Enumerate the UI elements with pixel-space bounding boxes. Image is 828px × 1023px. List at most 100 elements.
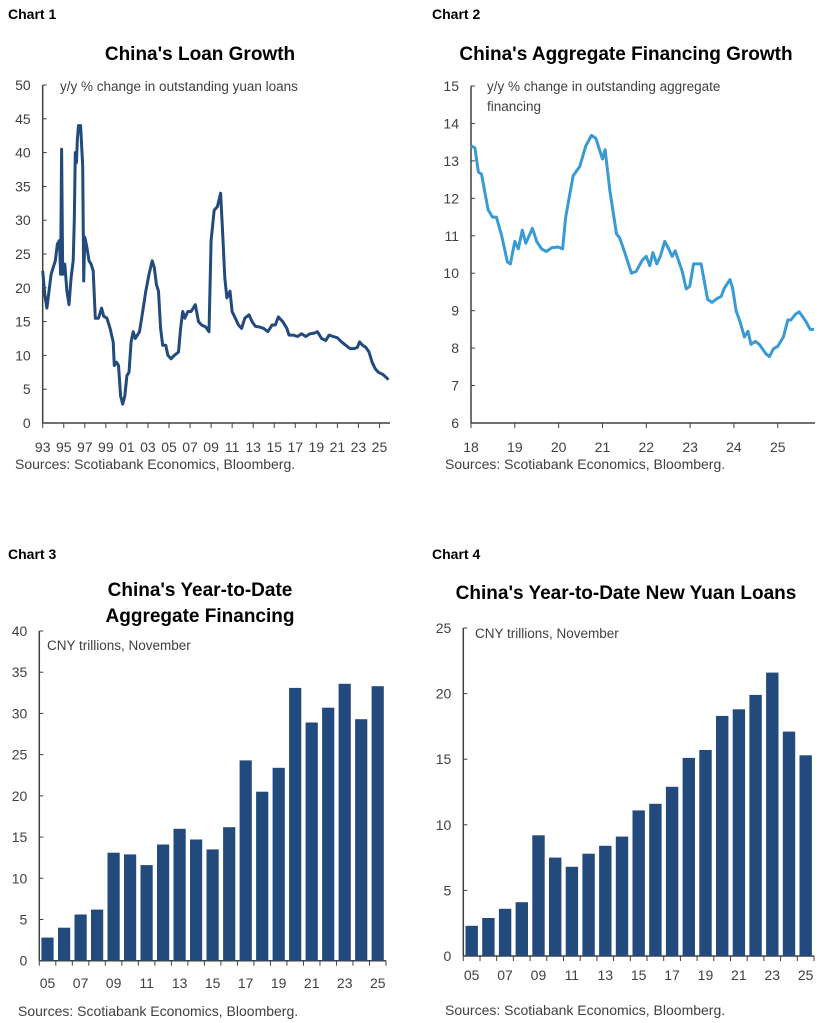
x-tick-label: 93: [35, 439, 51, 455]
bar-12: [582, 853, 595, 956]
y-tick-label: 25: [12, 747, 28, 763]
x-tick-label: 22: [638, 439, 654, 455]
bar-21: [305, 722, 318, 961]
bar-24: [355, 719, 368, 961]
x-tick-label: 23: [764, 967, 780, 983]
chart-4-label: Chart 4: [432, 546, 481, 562]
chart-3-title-line2: Aggregate Financing: [105, 606, 295, 627]
y-tick-label: 45: [15, 111, 31, 127]
y-tick-label: 7: [451, 378, 459, 394]
chart-source: Sources: Scotiabank Economics, Bloomberg…: [445, 1002, 725, 1018]
bar-15: [206, 849, 219, 961]
x-tick-label: 23: [351, 439, 367, 455]
y-tick-label: 20: [15, 280, 31, 296]
chart-3-label: Chart 3: [8, 546, 57, 562]
y-tick-label: 10: [436, 817, 452, 833]
bar-14: [615, 836, 629, 956]
x-tick-label: 20: [551, 439, 567, 455]
x-tick-label: 19: [309, 439, 325, 455]
bar-13: [173, 828, 186, 961]
bar-11: [140, 865, 153, 961]
x-tick-label: 25: [770, 439, 786, 455]
y-tick-label: 25: [436, 620, 452, 636]
x-tick-label: 09: [531, 967, 547, 983]
y-tick-label: 10: [12, 870, 28, 886]
y-tick-label: 8: [451, 340, 459, 356]
bar-13: [599, 845, 612, 956]
y-tick-label: 5: [20, 911, 28, 927]
y-tick-label: 25: [15, 246, 31, 262]
bar-24: [782, 731, 796, 956]
chart-1-title: China's Loan Growth: [104, 44, 296, 65]
bar-06: [482, 918, 495, 956]
x-tick-label: 17: [238, 975, 254, 991]
x-tick-label: 05: [40, 975, 56, 991]
x-tick-label: 07: [497, 967, 513, 983]
x-tick-label: 21: [731, 967, 747, 983]
y-tick-label: 15: [12, 829, 28, 845]
x-tick-label: 03: [140, 439, 156, 455]
chart-source: Sources: Scotiabank Economics, Bloomberg…: [15, 456, 295, 472]
bar-08: [515, 902, 528, 956]
y-tick-label: 12: [443, 190, 459, 206]
x-tick-label: 07: [182, 439, 198, 455]
bar-16: [223, 827, 236, 961]
x-tick-label: 23: [337, 975, 353, 991]
bar-23: [766, 672, 779, 956]
y-tick-label: 11: [444, 228, 459, 244]
x-tick-label: 97: [77, 439, 93, 455]
y-tick-label: 15: [15, 314, 31, 330]
x-tick-label: 11: [139, 975, 154, 991]
chart-note-line2: financing: [487, 99, 541, 114]
bar-25: [799, 755, 812, 956]
x-tick-label: 15: [266, 439, 282, 455]
x-tick-label: 01: [119, 439, 135, 455]
chart-4-title: China's Year-to-Date New Yuan Loans: [455, 583, 797, 604]
y-tick-label: 20: [12, 788, 28, 804]
chart-note: y/y % change in outstanding aggregate: [487, 79, 720, 94]
y-tick-label: 40: [15, 145, 31, 161]
bar-07: [498, 908, 512, 956]
bar-22: [749, 694, 762, 956]
bar-21: [732, 709, 746, 956]
y-tick-label: 9: [451, 303, 459, 319]
bar-17: [665, 786, 679, 956]
y-tick-label: 0: [20, 953, 28, 969]
bar-07: [74, 914, 87, 961]
bar-22: [322, 707, 335, 961]
x-tick-label: 13: [597, 967, 613, 983]
x-tick-label: 15: [205, 975, 221, 991]
y-tick-label: 10: [15, 347, 31, 363]
bar-10: [549, 857, 562, 956]
bar-12: [157, 844, 170, 961]
chart-note: CNY trillions, November: [47, 638, 191, 653]
bar-20: [289, 687, 302, 961]
x-tick-label: 21: [330, 439, 346, 455]
x-tick-label: 21: [595, 439, 611, 455]
series-line: [470, 133, 815, 359]
x-tick-label: 19: [698, 967, 714, 983]
y-tick-label: 30: [15, 212, 31, 228]
chart-note: CNY trillions, November: [475, 626, 619, 641]
chart-source: Sources: Scotiabank Economics, Bloomberg…: [18, 1003, 298, 1019]
x-tick-label: 23: [682, 439, 698, 455]
bar-17: [239, 760, 252, 961]
x-tick-label: 13: [245, 439, 261, 455]
chart-source: Sources: Scotiabank Economics, Bloomberg…: [445, 456, 725, 472]
x-tick-label: 19: [507, 439, 523, 455]
bar-05: [41, 937, 54, 961]
x-tick-label: 18: [463, 439, 479, 455]
x-tick-label: 09: [203, 439, 219, 455]
x-tick-label: 13: [172, 975, 188, 991]
bar-14: [190, 839, 203, 961]
x-tick-label: 17: [664, 967, 680, 983]
x-tick-label: 15: [631, 967, 647, 983]
chart-3-title: China's Year-to-Date: [107, 580, 293, 601]
y-tick-label: 20: [436, 686, 452, 702]
x-tick-label: 11: [225, 439, 240, 455]
bar-16: [649, 803, 662, 956]
